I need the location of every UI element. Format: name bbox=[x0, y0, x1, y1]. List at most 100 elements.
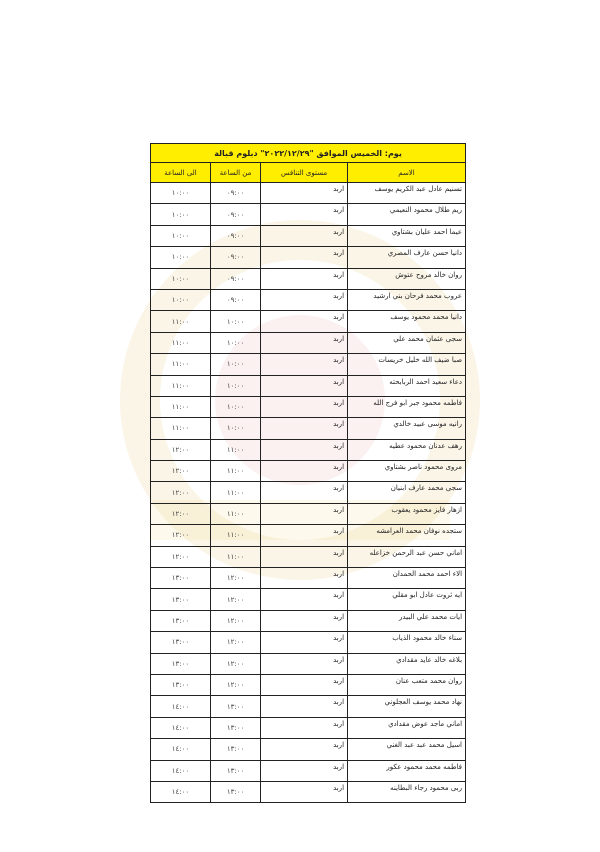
header-from: من الساعة bbox=[210, 162, 262, 183]
cell-name: دانيا حسن عارف المصري bbox=[347, 246, 467, 269]
table-title-row: يوم: الخميس الموافق "٢٠٢٢/١٢/٢٩" دبلوم ق… bbox=[149, 143, 467, 163]
cell-to: ١١:٠٠ bbox=[149, 331, 212, 355]
cell-from: ٠٩:٠٠ bbox=[210, 224, 262, 248]
cell-level: اربد bbox=[260, 780, 349, 804]
cell-name: دعاء سعيد احمد الربابحته bbox=[347, 374, 467, 397]
cell-to: ١٠:٠٠ bbox=[149, 246, 212, 269]
cell-level: اربد bbox=[260, 481, 349, 504]
cell-level: اربد bbox=[260, 460, 349, 483]
cell-name: اماني ماجد عوض مقدادي bbox=[347, 716, 467, 740]
cell-from: ٠٩:٠٠ bbox=[210, 181, 262, 205]
table-row: عروب محمد فرحان بني ارشيد اربد ٠٩:٠٠ ١٠:٠٠ bbox=[149, 288, 467, 312]
cell-to: ١٤:٠٠ bbox=[149, 716, 212, 740]
cell-name: فاطمه محمد محمود عكور bbox=[347, 759, 467, 782]
table-row: ريم طلال محمود النعيمي اربد ٠٩:٠٠ ١٠:٠٠ bbox=[149, 203, 467, 226]
cell-from: ١٢:٠٠ bbox=[210, 673, 262, 697]
table-row: مروى محمود ناصر بشتاوي اربد ١١:٠٠ ١٢:٠٠ bbox=[149, 460, 467, 483]
cell-level: اربد bbox=[260, 738, 349, 761]
cell-to: ١٠:٠٠ bbox=[149, 288, 212, 312]
table-row: سجى محمد عارف ابنيان اربد ١١:٠٠ ١٢:٠٠ bbox=[149, 481, 467, 504]
cell-from: ١١:٠٠ bbox=[210, 438, 262, 462]
cell-from: ١١:٠٠ bbox=[210, 481, 262, 504]
table-row: اماني حسن عبد الرحمن خزاعله اربد ١١:٠٠ ١٢:٠… bbox=[149, 545, 467, 569]
cell-to: ١٤:٠٠ bbox=[149, 759, 212, 782]
cell-from: ١٣:٠٠ bbox=[210, 716, 262, 740]
cell-level: اربد bbox=[260, 181, 349, 205]
table-row: نهاد محمد يوسف العجلوني اربد ١٣:٠٠ ١٤:٠٠ bbox=[149, 695, 467, 718]
table-row: اماني ماجد عوض مقدادي اربد ١٣:٠٠ ١٤:٠٠ bbox=[149, 716, 467, 740]
cell-level: اربد bbox=[260, 695, 349, 718]
cell-level: اربد bbox=[260, 545, 349, 569]
cell-from: ٠٩:٠٠ bbox=[210, 267, 262, 290]
cell-from: ١٠:٠٠ bbox=[210, 331, 262, 355]
cell-level: اربد bbox=[260, 203, 349, 226]
cell-level: اربد bbox=[260, 224, 349, 248]
table-title: يوم: الخميس الموافق "٢٠٢٢/١٢/٢٩" دبلوم ق… bbox=[149, 143, 467, 163]
cell-name: ريم طلال محمود النعيمي bbox=[347, 203, 467, 226]
table-row: فاطمه محمد محمود عكور اربد ١٣:٠٠ ١٤:٠٠ bbox=[149, 759, 467, 782]
table-row: الاء احمد محمد الحمدان اربد ١٢:٠٠ ١٣:٠٠ bbox=[149, 567, 467, 590]
cell-level: اربد bbox=[260, 567, 349, 590]
cell-level: اربد bbox=[260, 353, 349, 376]
cell-to: ١٢:٠٠ bbox=[149, 524, 212, 547]
cell-from: ١٠:٠٠ bbox=[210, 310, 262, 333]
table-row: روان خالد مروح عتوش اربد ٠٩:٠٠ ١٠:٠٠ bbox=[149, 267, 467, 290]
cell-level: اربد bbox=[260, 374, 349, 397]
cell-level: اربد bbox=[260, 652, 349, 675]
cell-to: ١١:٠٠ bbox=[149, 310, 212, 333]
cell-to: ١٠:٠٠ bbox=[149, 203, 212, 226]
cell-to: ١٢:٠٠ bbox=[149, 438, 212, 462]
cell-from: ١٢:٠٠ bbox=[210, 631, 262, 654]
cell-from: ١٠:٠٠ bbox=[210, 417, 262, 440]
cell-from: ١٣:٠٠ bbox=[210, 695, 262, 718]
cell-to: ١٣:٠٠ bbox=[149, 609, 212, 633]
cell-to: ١١:٠٠ bbox=[149, 417, 212, 440]
table-row: دعاء سعيد احمد الربابحته اربد ١٠:٠٠ ١١:٠٠ bbox=[149, 374, 467, 397]
table-row: صبا ضيف الله خليل خريسات اربد ١٠:٠٠ ١١:٠٠ bbox=[149, 353, 467, 376]
cell-name: ازهار فايز محمود يعقوب bbox=[347, 502, 467, 526]
cell-level: اربد bbox=[260, 716, 349, 740]
cell-to: ١٠:٠٠ bbox=[149, 267, 212, 290]
cell-from: ٠٩:٠٠ bbox=[210, 288, 262, 312]
cell-to: ١٠:٠٠ bbox=[149, 181, 212, 205]
cell-name: اسيل محمد عبد عبد الغني bbox=[347, 738, 467, 761]
cell-to: ١٢:٠٠ bbox=[149, 502, 212, 526]
cell-level: اربد bbox=[260, 673, 349, 697]
cell-name: فاطمه محمود جبر ابو فرج الله bbox=[347, 395, 467, 419]
table-row: فاطمه محمود جبر ابو فرج الله اربد ١٠:٠٠ ١١:… bbox=[149, 395, 467, 419]
cell-level: اربد bbox=[260, 524, 349, 547]
cell-to: ١٢:٠٠ bbox=[149, 545, 212, 569]
table-row: سناء خالد محمود الذياب اربد ١٢:٠٠ ١٣:٠٠ bbox=[149, 631, 467, 654]
cell-level: اربد bbox=[260, 310, 349, 333]
header-level: مستوى التنافس bbox=[260, 162, 349, 183]
cell-level: اربد bbox=[260, 331, 349, 355]
cell-name: سجى عثمان محمد علي bbox=[347, 331, 467, 355]
cell-to: ١١:٠٠ bbox=[149, 395, 212, 419]
cell-name: اماني حسن عبد الرحمن خزاعله bbox=[347, 545, 467, 569]
cell-to: ١٢:٠٠ bbox=[149, 460, 212, 483]
table-row: اسيل محمد عبد عبد الغني اربد ١٣:٠٠ ١٤:٠٠ bbox=[149, 738, 467, 761]
cell-name: تسنيم عادل عبد الكريم يوسف bbox=[347, 181, 467, 205]
cell-name: روان خالد مروح عتوش bbox=[347, 267, 467, 290]
cell-name: صبا ضيف الله خليل خريسات bbox=[347, 353, 467, 376]
cell-name: عروب محمد فرحان بني ارشيد bbox=[347, 288, 467, 312]
cell-name: دانيا محمد محمود يوسف bbox=[347, 310, 467, 333]
cell-from: ١٠:٠٠ bbox=[210, 353, 262, 376]
cell-name: ستجده نوفان محمد العرامشه bbox=[347, 524, 467, 547]
cell-name: ايات محمد علي البيدر bbox=[347, 609, 467, 633]
cell-level: اربد bbox=[260, 246, 349, 269]
cell-from: ٠٩:٠٠ bbox=[210, 246, 262, 269]
cell-level: اربد bbox=[260, 609, 349, 633]
cell-name: نهاد محمد يوسف العجلوني bbox=[347, 695, 467, 718]
table-row: سجى عثمان محمد علي اربد ١٠:٠٠ ١١:٠٠ bbox=[149, 331, 467, 355]
cell-level: اربد bbox=[260, 631, 349, 654]
cell-name: ربى محمود رجاء البطاينه bbox=[347, 780, 467, 804]
table-row: ربى محمود رجاء البطاينه اربد ١٣:٠٠ ١٤:٠٠ bbox=[149, 780, 467, 804]
cell-from: ١٢:٠٠ bbox=[210, 588, 262, 611]
cell-name: رانيه موسى عبيد خالدي bbox=[347, 417, 467, 440]
table-row: ستجده نوفان محمد العرامشه اربد ١١:٠٠ ١٢:٠٠ bbox=[149, 524, 467, 547]
cell-name: رهف عدنان محمود عطيه bbox=[347, 438, 467, 462]
cell-to: ١٤:٠٠ bbox=[149, 695, 212, 718]
cell-to: ١٣:٠٠ bbox=[149, 652, 212, 675]
cell-name: روان محمد متعب عنان bbox=[347, 673, 467, 697]
